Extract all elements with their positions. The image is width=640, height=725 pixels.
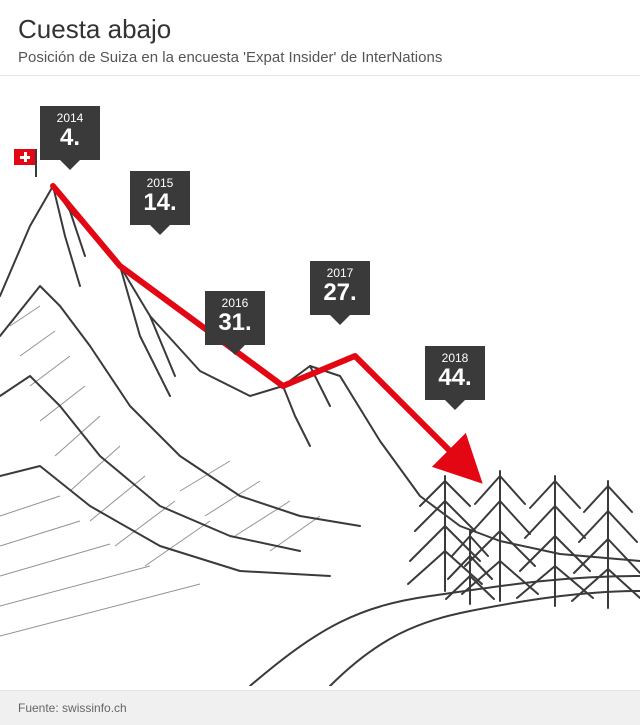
label-value: 27. xyxy=(322,280,358,306)
swiss-flag-icon xyxy=(14,149,36,165)
label-value: 31. xyxy=(217,310,253,336)
label-value: 4. xyxy=(52,125,88,151)
data-label-2015: 2015 14. xyxy=(130,171,190,225)
page-subtitle: Posición de Suiza en la encuesta 'Expat … xyxy=(18,49,622,66)
chart-area: 2014 4. 2015 14. 2016 31. 2017 27. 2018 … xyxy=(0,75,640,685)
data-label-2017: 2017 27. xyxy=(310,261,370,315)
trend-line xyxy=(0,76,640,686)
footer: Fuente: swissinfo.ch xyxy=(0,690,640,725)
label-value: 14. xyxy=(142,190,178,216)
data-label-2016: 2016 31. xyxy=(205,291,265,345)
data-label-2014: 2014 4. xyxy=(40,106,100,160)
data-label-2018: 2018 44. xyxy=(425,346,485,400)
label-value: 44. xyxy=(437,365,473,391)
page-title: Cuesta abajo xyxy=(18,14,622,45)
source-label: Fuente: swissinfo.ch xyxy=(18,701,127,715)
header: Cuesta abajo Posición de Suiza en la enc… xyxy=(0,0,640,76)
